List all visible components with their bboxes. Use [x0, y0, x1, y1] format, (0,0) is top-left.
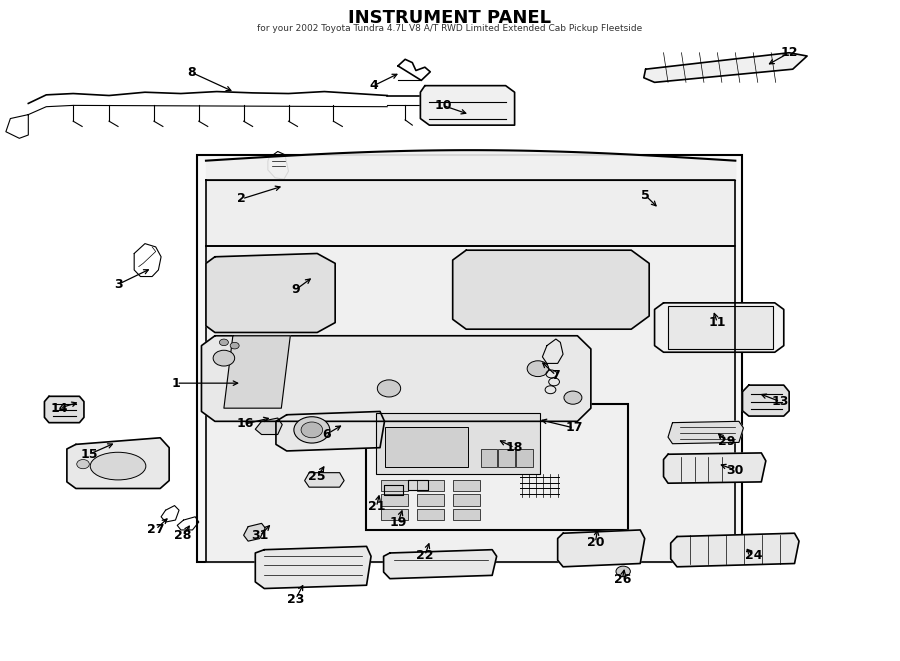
Bar — [381, 480, 408, 491]
Text: 18: 18 — [506, 441, 523, 454]
Circle shape — [230, 342, 239, 349]
Bar — [499, 449, 515, 467]
Bar — [381, 494, 408, 506]
Text: 1: 1 — [172, 377, 181, 389]
Polygon shape — [244, 524, 266, 541]
Bar — [481, 449, 497, 467]
Polygon shape — [256, 418, 283, 434]
Polygon shape — [276, 411, 384, 451]
Polygon shape — [668, 421, 743, 444]
Text: 14: 14 — [51, 402, 68, 414]
Polygon shape — [644, 53, 807, 83]
Polygon shape — [408, 480, 427, 490]
Text: 4: 4 — [369, 79, 378, 92]
Polygon shape — [558, 530, 644, 566]
Polygon shape — [67, 438, 169, 488]
Circle shape — [616, 566, 630, 576]
Text: 29: 29 — [717, 434, 735, 447]
Polygon shape — [453, 251, 649, 329]
Text: 7: 7 — [552, 369, 560, 382]
Circle shape — [377, 380, 400, 397]
Bar — [197, 155, 742, 563]
Text: 15: 15 — [81, 447, 98, 461]
Bar — [376, 413, 540, 474]
Circle shape — [564, 391, 582, 405]
Bar — [453, 480, 480, 491]
Circle shape — [302, 422, 322, 438]
Text: 26: 26 — [614, 573, 631, 586]
Text: 31: 31 — [251, 529, 268, 543]
Circle shape — [220, 339, 229, 346]
Polygon shape — [304, 473, 344, 487]
Text: 20: 20 — [587, 536, 604, 549]
Text: 12: 12 — [780, 46, 798, 59]
Text: 2: 2 — [238, 192, 247, 206]
Text: INSTRUMENT PANEL: INSTRUMENT PANEL — [348, 9, 552, 27]
Ellipse shape — [90, 452, 146, 480]
Polygon shape — [670, 533, 799, 566]
Polygon shape — [420, 86, 515, 125]
Bar — [517, 449, 533, 467]
Bar — [417, 494, 444, 506]
Text: for your 2002 Toyota Tundra 4.7L V8 A/T RWD Limited Extended Cab Pickup Fleetsid: for your 2002 Toyota Tundra 4.7L V8 A/T … — [257, 24, 643, 33]
Text: 6: 6 — [322, 428, 330, 441]
Polygon shape — [202, 336, 591, 421]
Circle shape — [76, 459, 89, 469]
Text: 9: 9 — [292, 283, 300, 296]
Text: 13: 13 — [771, 395, 789, 408]
Circle shape — [527, 361, 549, 377]
Bar — [381, 509, 408, 520]
Text: 22: 22 — [416, 549, 434, 562]
Text: 10: 10 — [434, 99, 452, 112]
Polygon shape — [663, 453, 766, 483]
Text: 24: 24 — [744, 549, 762, 562]
Polygon shape — [742, 385, 789, 416]
Bar — [365, 404, 627, 530]
Bar — [668, 306, 773, 349]
Bar — [385, 426, 468, 467]
Polygon shape — [256, 547, 371, 588]
Text: 28: 28 — [174, 529, 192, 543]
Polygon shape — [224, 336, 291, 408]
Text: 17: 17 — [565, 422, 582, 434]
Bar — [453, 509, 480, 520]
Polygon shape — [383, 550, 497, 578]
Polygon shape — [654, 303, 784, 352]
Bar — [453, 494, 480, 506]
Text: 21: 21 — [368, 500, 385, 514]
Text: 3: 3 — [113, 278, 122, 291]
Text: 27: 27 — [147, 523, 165, 536]
Bar — [417, 509, 444, 520]
Bar — [417, 480, 444, 491]
Circle shape — [294, 416, 329, 443]
Polygon shape — [383, 485, 403, 495]
Text: 25: 25 — [309, 470, 326, 483]
Text: 23: 23 — [287, 592, 304, 605]
Text: 16: 16 — [237, 418, 254, 430]
Circle shape — [213, 350, 235, 366]
Polygon shape — [44, 397, 84, 422]
Polygon shape — [206, 180, 735, 247]
Text: 11: 11 — [708, 316, 726, 329]
Text: 8: 8 — [187, 66, 196, 79]
Text: 30: 30 — [726, 463, 744, 477]
Text: 5: 5 — [641, 189, 650, 202]
Polygon shape — [206, 253, 335, 332]
Polygon shape — [206, 247, 735, 563]
Text: 19: 19 — [390, 516, 407, 529]
